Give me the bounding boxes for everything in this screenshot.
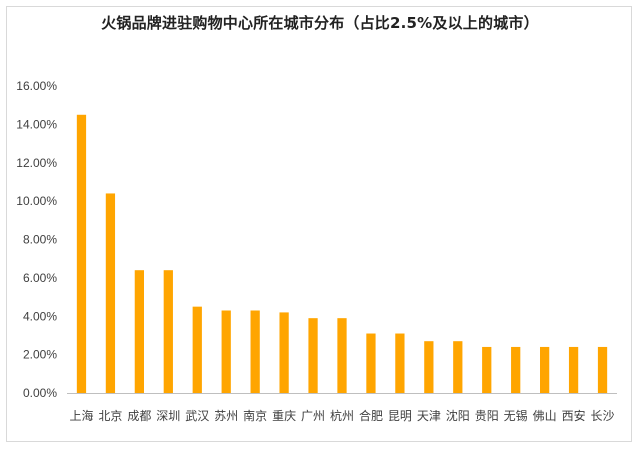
bar [366, 333, 376, 393]
y-tick-label: 6.00% [23, 271, 57, 285]
bar [424, 341, 434, 393]
y-tick-label: 8.00% [23, 233, 57, 247]
bar [597, 346, 608, 393]
x-tick-label: 苏州 [214, 409, 238, 423]
bar [511, 346, 521, 393]
x-tick-label: 北京 [98, 409, 122, 423]
bar [134, 270, 144, 393]
bar [192, 306, 202, 393]
x-tick-label: 合肥 [359, 408, 383, 423]
bar [540, 346, 550, 393]
y-tick-label: 2.00% [23, 348, 57, 362]
x-tick-label: 贵阳 [475, 409, 499, 423]
x-tick-label: 昆明 [388, 409, 412, 423]
y-tick-label: 16.00% [16, 79, 57, 93]
bar [163, 270, 173, 393]
x-tick-label: 沈阳 [446, 408, 470, 423]
bar [337, 318, 347, 393]
x-tick-label: 重庆 [272, 409, 296, 423]
y-tick-label: 0.00% [23, 386, 57, 400]
bar [250, 310, 260, 393]
x-tick-label: 上海 [69, 408, 93, 423]
x-tick-label: 武汉 [185, 409, 209, 423]
x-tick-label: 佛山 [533, 409, 557, 423]
bar [395, 333, 405, 393]
bar [482, 346, 492, 393]
y-tick-label: 14.00% [16, 117, 57, 131]
x-tick-label: 南京 [243, 408, 267, 423]
x-tick-label: 西安 [562, 408, 586, 423]
x-tick-label: 无锡 [504, 408, 528, 423]
y-tick-label: 4.00% [23, 309, 57, 323]
bar [308, 318, 318, 393]
x-tick-label: 杭州 [330, 408, 354, 423]
x-tick-label: 成都 [127, 409, 151, 423]
y-tick-label: 10.00% [16, 194, 57, 208]
chart-title: 火锅品牌进驻购物中心所在城市分布（占比2.5%及以上的城市） [101, 14, 539, 32]
bar [105, 193, 116, 393]
bar [453, 341, 463, 393]
x-tick-label: 天津 [417, 409, 441, 423]
x-tick-label: 长沙 [591, 409, 615, 423]
x-tick-label: 深圳 [156, 409, 180, 423]
bar [221, 310, 231, 393]
x-tick-label: 广州 [301, 409, 325, 423]
bar [76, 114, 87, 393]
bar [568, 346, 579, 393]
y-tick-label: 12.00% [16, 156, 57, 170]
bar [279, 312, 289, 393]
